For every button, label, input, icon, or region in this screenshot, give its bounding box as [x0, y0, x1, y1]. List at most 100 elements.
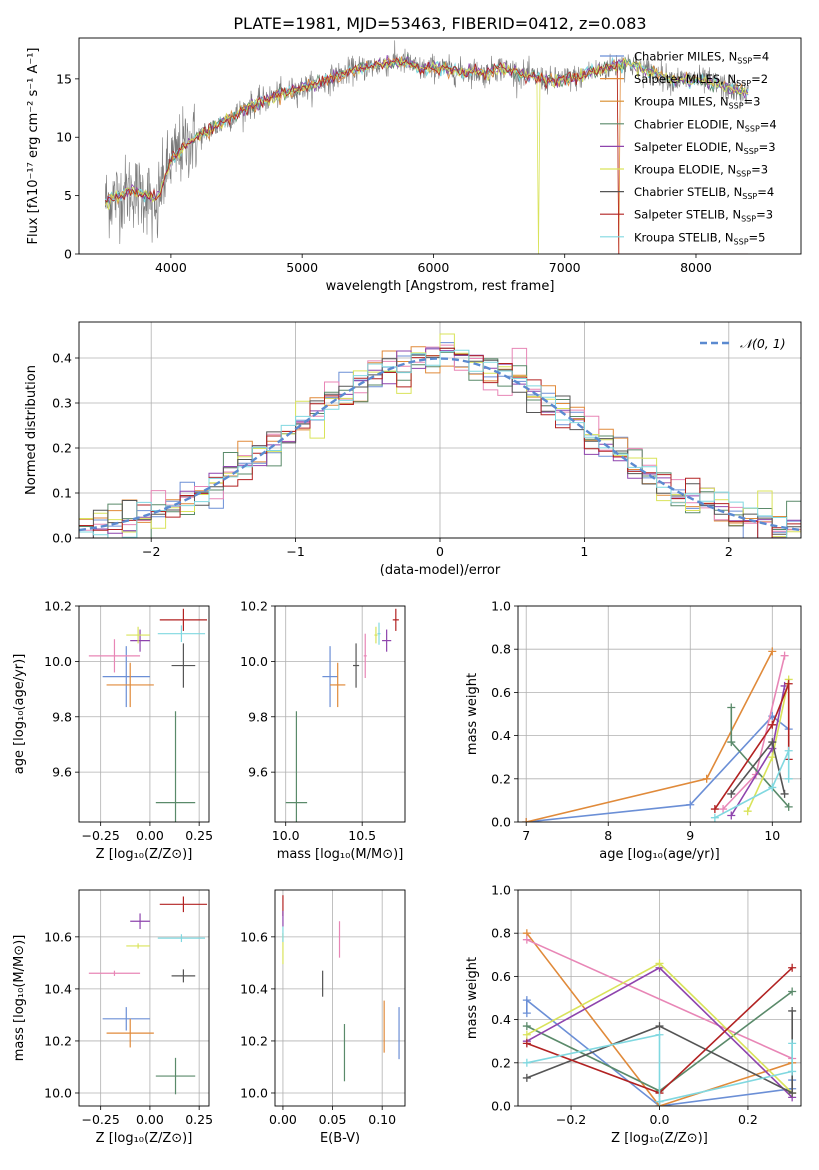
point-marker: [522, 1030, 531, 1039]
point-marker: [727, 811, 736, 820]
y-tick-label: 0.0: [491, 1099, 511, 1114]
model-spectrum-salpeter_stelib: [104, 56, 748, 254]
lines-massweight_vs_age: [522, 647, 793, 822]
y-tick-label: 1.0: [491, 883, 511, 898]
x-tick-label: 0.25: [185, 1112, 213, 1127]
series-line: [526, 938, 793, 1060]
point-marker: [788, 1039, 797, 1048]
y-tick-label: 0.8: [491, 926, 511, 941]
y-tick-label: 0.4: [491, 728, 511, 743]
point-marker: [710, 805, 719, 814]
x-tick-label: 6000: [418, 260, 450, 275]
point-marker: [522, 1039, 531, 1048]
y-tick-label: 10: [56, 130, 72, 145]
point-marker: [522, 1073, 531, 1082]
point-marker: [784, 679, 793, 688]
lines-massweight_vs_Z: [522, 929, 797, 1106]
x-tick-label: 7: [522, 828, 530, 843]
y-tick-label: 10.6: [44, 929, 72, 944]
y-tick-label: 0.0: [52, 531, 72, 546]
x-tick-label: 10.0: [272, 828, 300, 843]
axes-frame-spectrum: [78, 37, 802, 255]
y-tick-label: 0: [64, 247, 72, 262]
series-line: [526, 932, 793, 1106]
point-marker: [768, 753, 777, 762]
x-axis-label: wavelength [Angstrom, rest frame]: [326, 279, 555, 294]
axes-spectrum: 4000 5000 6000 7000 8000 0 5 10 15: [56, 71, 712, 275]
x-axis-label: mass [log₁₀(M/M⊙)]: [277, 847, 404, 862]
x-tick-label: −0.25: [82, 828, 120, 843]
x-tick-label: 1: [580, 544, 588, 559]
histograms: [79, 333, 801, 538]
x-tick-label: 0.00: [269, 1112, 297, 1127]
axes-frame-mass_vs_Z: [78, 889, 210, 1107]
point-marker: [768, 738, 777, 747]
x-tick-label: 0.05: [319, 1112, 347, 1127]
x-tick-label: 0: [436, 544, 444, 559]
y-tick-label: 9.8: [52, 709, 72, 724]
point-marker: [727, 703, 736, 712]
y-tick-label: 0.4: [491, 1012, 511, 1027]
x-tick-label: 10.5: [348, 828, 376, 843]
x-tick-label: 9: [686, 828, 694, 843]
point-marker: [655, 959, 664, 968]
series-line: [714, 683, 790, 810]
axes-age_vs_mass: 10.0 10.5 9.6 9.8 10.0 10.2: [240, 599, 405, 843]
point-marker: [788, 1067, 797, 1076]
point-marker: [788, 1006, 797, 1015]
errorbars-age_vs_mass: [285, 608, 399, 822]
axes-massweight_vs_age: 7 8 9 10 0.0 0.2 0.4 0.6 0.8 1.0: [491, 599, 801, 843]
x-tick-label: −2: [142, 544, 160, 559]
point-marker: [522, 818, 531, 822]
histogram-salpeter_stelib: [79, 347, 801, 538]
legend-label: Kroupa MILES, NSSP=3: [634, 95, 760, 111]
point-marker: [686, 800, 695, 809]
errorbars-mass_vs_EBV: [282, 895, 400, 1082]
y-axis-label: mass weight: [465, 957, 480, 1039]
point-marker: [522, 996, 531, 1005]
y-tick-label: 0.8: [491, 642, 511, 657]
y-tick-label: 0.2: [491, 1055, 511, 1070]
point-marker: [788, 987, 797, 996]
axes-massweight_vs_Z: −0.2 0.0 0.2 0.0 0.2 0.4 0.6 0.8 1.0: [491, 883, 801, 1127]
y-tick-label: 0.6: [491, 969, 511, 984]
y-tick-label: 0.2: [52, 441, 72, 456]
y-tick-label: 10.0: [240, 1085, 268, 1100]
y-tick-label: 9.8: [248, 709, 268, 724]
point-marker: [655, 1022, 664, 1031]
x-tick-label: −0.25: [82, 1112, 120, 1127]
series-line: [526, 715, 790, 822]
x-axis-label: (data-model)/error: [380, 563, 501, 578]
y-tick-label: 10.0: [44, 1085, 72, 1100]
x-tick-label: 0.25: [185, 828, 213, 843]
point-marker: [655, 1097, 664, 1106]
y-tick-label: 0.1: [52, 486, 72, 501]
legend-label: 𝒩(0, 1): [740, 336, 786, 351]
x-axis-label: E(B-V): [320, 1131, 360, 1146]
point-marker: [522, 1009, 531, 1018]
y-tick-label: 10.6: [240, 929, 268, 944]
legend-label: Salpeter MILES, NSSP=2: [634, 72, 768, 88]
point-marker: [727, 789, 736, 798]
legend-label: Chabrier MILES, NSSP=4: [634, 50, 769, 66]
x-tick-label: −1: [286, 544, 304, 559]
legend-label: Salpeter STELIB, NSSP=3: [634, 208, 773, 224]
x-tick-label: 7000: [549, 260, 581, 275]
legend-label: Kroupa STELIB, NSSP=5: [634, 230, 765, 246]
spectrum-legend: Chabrier MILES, NSSP=4 Salpeter MILES, NS…: [600, 50, 777, 246]
histogram-kroupa_elodie: [79, 333, 801, 538]
y-axis-label: mass [log₁₀(M/M⊙)]: [12, 935, 27, 1062]
point-marker: [768, 783, 777, 792]
axes-frame-residual_hist: [78, 321, 802, 539]
y-tick-label: 10.4: [44, 981, 72, 996]
y-tick-label: 9.6: [248, 765, 268, 780]
x-tick-label: 0.00: [136, 1112, 164, 1127]
y-axis-label: age [log₁₀(age/yr)]: [12, 654, 27, 775]
axes-frame-mass_vs_EBV: [274, 889, 406, 1107]
spectrum-lines: [104, 40, 749, 254]
y-tick-label: 0.0: [491, 815, 511, 830]
model-spectrum-salpeter_miles: [104, 56, 749, 254]
x-tick-label: 0.00: [136, 828, 164, 843]
hist-legend: 𝒩(0, 1): [700, 336, 786, 351]
histogram-kroupa_stelib: [79, 349, 801, 538]
